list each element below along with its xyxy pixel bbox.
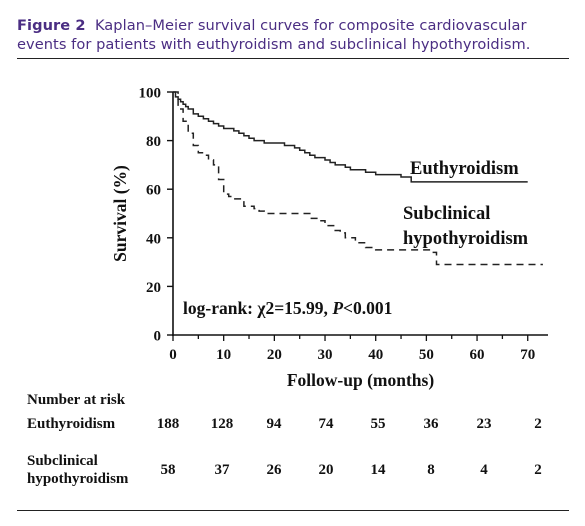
risk-value-r0-t0: 188 bbox=[157, 416, 180, 432]
x-tick-label-40: 40 bbox=[368, 347, 383, 363]
risk-value-r0-t30: 74 bbox=[319, 416, 335, 432]
x-tick-label-50: 50 bbox=[419, 347, 434, 363]
risk-value-r1-t50: 8 bbox=[427, 462, 435, 478]
risk-value-r1-t70: 2 bbox=[534, 462, 542, 478]
bottom-rule bbox=[17, 510, 569, 511]
survival-curve-euthyroidism bbox=[173, 91, 528, 183]
y-tick-label-40: 40 bbox=[146, 231, 161, 247]
survival-curve-subclinical-hypothyroidism bbox=[173, 91, 543, 266]
risk-value-r1-t40: 14 bbox=[371, 462, 387, 478]
x-tick-label-0: 0 bbox=[169, 347, 177, 363]
series-label-euthyroidism: Euthyroidism bbox=[410, 159, 519, 179]
x-tick-label-30: 30 bbox=[318, 347, 333, 363]
x-tick-label-20: 20 bbox=[267, 347, 282, 363]
figure-label: Figure 2 bbox=[17, 17, 86, 34]
figure-caption: Figure 2 Kaplan–Meier survival curves fo… bbox=[17, 16, 569, 59]
risk-value-r0-t70: 2 bbox=[534, 416, 542, 432]
y-tick-label-20: 20 bbox=[146, 280, 161, 296]
series-label-subclinical-line1: Subclinical bbox=[403, 204, 490, 224]
y-tick-label-0: 0 bbox=[154, 329, 162, 345]
y-tick-label-60: 60 bbox=[146, 183, 161, 199]
risk-value-r0-t20: 94 bbox=[267, 416, 283, 432]
risk-row-label-1-line1: Subclinical bbox=[27, 453, 98, 469]
y-axis-title: Survival (%) bbox=[110, 165, 130, 262]
risk-table-title: Number at risk bbox=[27, 392, 126, 408]
y-tick-label-100: 100 bbox=[139, 86, 162, 102]
figure-caption-text: Kaplan–Meier survival curves for composi… bbox=[17, 17, 531, 53]
risk-value-r1-t30: 20 bbox=[319, 462, 334, 478]
risk-value-r0-t60: 23 bbox=[477, 416, 492, 432]
risk-value-r1-t10: 37 bbox=[215, 462, 231, 478]
x-tick-label-70: 70 bbox=[520, 347, 535, 363]
risk-value-r0-t40: 55 bbox=[371, 416, 386, 432]
log-rank-annotation: log-rank: χ2=15.99, P<0.001 bbox=[183, 298, 392, 318]
x-axis-title: Follow-up (months) bbox=[287, 370, 434, 390]
series-label-subclinical-line2: hypothyroidism bbox=[403, 229, 529, 249]
risk-value-r0-t50: 36 bbox=[424, 416, 440, 432]
risk-row-label-0: Euthyroidism bbox=[27, 416, 116, 432]
risk-value-r1-t0: 58 bbox=[161, 462, 176, 478]
x-tick-label-60: 60 bbox=[470, 347, 485, 363]
x-tick-label-10: 10 bbox=[216, 347, 231, 363]
risk-value-r1-t20: 26 bbox=[267, 462, 283, 478]
risk-row-label-1-line2: hypothyroidism bbox=[27, 471, 129, 487]
risk-value-r1-t60: 4 bbox=[480, 462, 488, 478]
risk-value-r0-t10: 128 bbox=[211, 416, 234, 432]
y-tick-label-80: 80 bbox=[146, 134, 161, 150]
